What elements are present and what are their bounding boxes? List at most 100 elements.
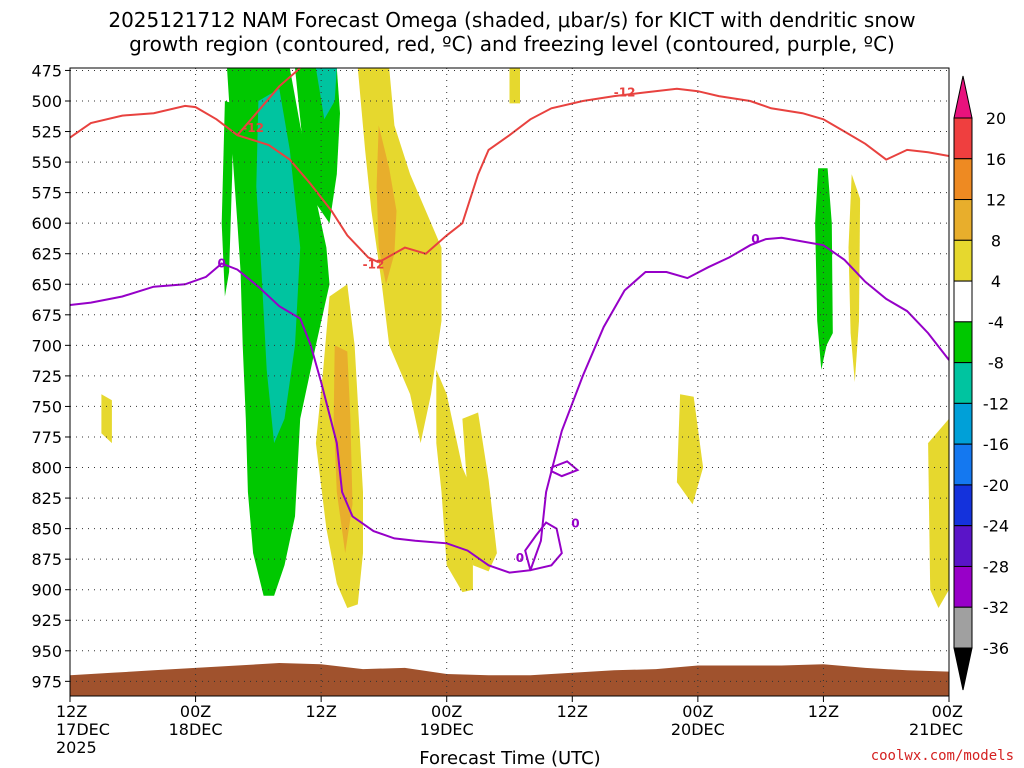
colorbar-label-11: -28 [983, 557, 1009, 576]
x-tick-label-date-84: 21DEC [909, 720, 963, 739]
colorbar-label-4: 4 [991, 272, 1001, 291]
y-tick-label-750: 750 [31, 397, 62, 416]
colorbar-box-3 [953, 239, 973, 282]
y-tick-label-600: 600 [31, 214, 62, 233]
omega-positive-region-0 [357, 68, 442, 444]
colorbar-box-9 [953, 484, 973, 527]
terrain-fill [70, 663, 949, 696]
colorbar-box-6 [953, 362, 973, 404]
colorbar-label-10: -24 [983, 517, 1009, 536]
colorbar-label-9: -20 [983, 476, 1009, 495]
x-tick-label-time-72: 12Z [808, 702, 839, 721]
freezing-level-label-2: 0 [751, 232, 759, 246]
colorbar-box-5 [953, 321, 973, 364]
freezing-level-label-1: 0 [516, 551, 524, 565]
colorbar-label-6: -8 [988, 354, 1004, 373]
credit-text: coolwx.com/models [871, 748, 1014, 764]
x-tick-label-date-12: 18DEC [169, 720, 223, 739]
omega-positive-region-5 [462, 412, 497, 572]
colorbar-box-4 [953, 280, 973, 323]
omega-negative-region-5 [815, 168, 833, 370]
contour-labels: -12 -12 -12 0 0 0 0 [218, 85, 760, 565]
colorbar-box-7 [953, 402, 973, 445]
x-tick-label-time-60: 00Z [682, 702, 713, 721]
y-axis: 475 500 525 550 575 600 625 650 675 700 725 750 775 8… [31, 61, 70, 691]
y-tick-label-625: 625 [31, 245, 62, 264]
dgz-label-1: -12 [363, 258, 385, 272]
dgz-contour-right [378, 87, 949, 264]
colorbar-label-1: 16 [986, 150, 1006, 169]
colorbar-bottom-triangle [953, 647, 973, 691]
colorbar-box-1 [953, 158, 973, 201]
plot-frame [69, 67, 950, 697]
x-tick-label-year-0: 2025 [56, 738, 97, 757]
x-tick-label-time-12: 00Z [180, 702, 211, 721]
y-tick-label-725: 725 [31, 367, 62, 386]
dgz-label-0: -12 [242, 121, 264, 135]
colorbar-label-5: -4 [988, 313, 1004, 332]
colorbar-label-13: -36 [983, 639, 1009, 658]
colorbar-box-2 [953, 199, 973, 241]
omega-positive-region-6 [509, 68, 520, 104]
x-tick-label-time-24: 12Z [305, 702, 336, 721]
y-tick-label-500: 500 [31, 92, 62, 111]
colorbar-box-11 [953, 565, 973, 608]
colorbar-label-2: 12 [986, 191, 1006, 210]
y-tick-label-900: 900 [31, 581, 62, 600]
colorbar-label-0: 20 [986, 109, 1006, 128]
colorbar-label-12: -32 [983, 598, 1009, 617]
omega-negative-region-4 [221, 101, 234, 297]
freezing-level-loop-small [550, 460, 580, 478]
omega-positive-region-9 [848, 174, 861, 382]
y-tick-label-825: 825 [31, 489, 62, 508]
y-tick-label-850: 850 [31, 520, 62, 539]
x-axis-label: Forecast Time (UTC) [419, 748, 600, 768]
colorbar-box-12 [953, 606, 973, 649]
y-tick-label-575: 575 [31, 184, 62, 203]
y-tick-label-875: 875 [31, 550, 62, 569]
y-tick-label-550: 550 [31, 153, 62, 172]
colorbar: 20 16 12 8 4 -4 -8 -12 -16 -20 -24 -28 -32 -36 [953, 75, 1009, 691]
freezing-level-contour [70, 236, 949, 574]
y-tick-label-475: 475 [31, 61, 62, 80]
colorbar-box-0 [953, 117, 973, 160]
chart-title-line2: growth region (contoured, red, ºC) and f… [129, 32, 895, 56]
omega-positive-region-10 [928, 418, 949, 608]
colorbar-label-3: 8 [991, 231, 1001, 250]
x-tick-label-time-48: 12Z [557, 702, 588, 721]
gridlines [69, 68, 950, 696]
freezing-level-loop-low [524, 521, 563, 572]
x-tick-label-date-60: 20DEC [671, 720, 725, 739]
colorbar-box-10 [953, 525, 973, 567]
y-tick-label-775: 775 [31, 428, 62, 447]
x-tick-label-date-36: 19DEC [420, 720, 474, 739]
freezing-level-label-0: 0 [218, 256, 226, 270]
colorbar-box-8 [953, 443, 973, 486]
omega-positive-region-1 [376, 125, 397, 285]
omega-positive-region-4 [436, 369, 473, 593]
x-tick-label-time-84: 00Z [932, 702, 963, 721]
omega-positive-region-7 [101, 394, 112, 444]
y-tick-label-675: 675 [31, 306, 62, 325]
omega-negative-region-1 [256, 88, 301, 444]
omega-positive-region-8 [676, 394, 704, 505]
dgz-label-2: -12 [614, 85, 636, 99]
dgz-contour-upper [236, 68, 301, 136]
plot-area [70, 68, 949, 696]
colorbar-label-8: -16 [983, 435, 1009, 454]
colorbar-label-7: -12 [983, 394, 1009, 413]
y-tick-label-525: 525 [31, 123, 62, 142]
y-tick-label-925: 925 [31, 611, 62, 630]
y-tick-label-975: 975 [31, 672, 62, 691]
omega-positive-region-3 [333, 345, 353, 554]
y-tick-label-950: 950 [31, 642, 62, 661]
chart-title-line1: 2025121712 NAM Forecast Omega (shaded, μ… [108, 8, 915, 32]
x-tick-label-date-0: 17DEC [56, 720, 110, 739]
x-tick-label-time-36: 00Z [431, 702, 462, 721]
y-tick-label-650: 650 [31, 275, 62, 294]
freezing-level-label-3: 0 [571, 517, 579, 531]
x-tick-label-time-0: 12Z [56, 702, 87, 721]
y-tick-label-800: 800 [31, 459, 62, 478]
